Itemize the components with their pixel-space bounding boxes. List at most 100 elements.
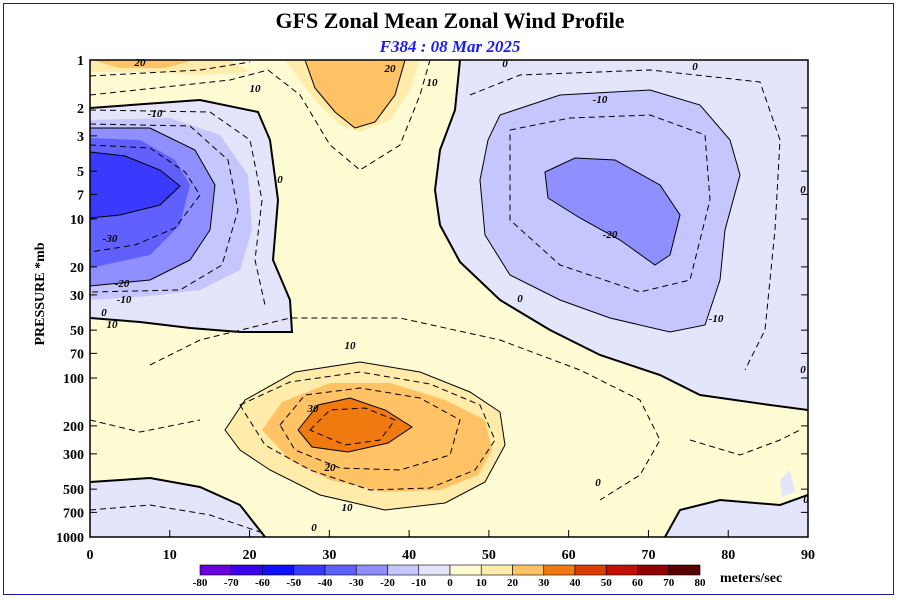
colorbar-tick-label: -50	[286, 577, 301, 589]
colorbar-tick-label: 40	[570, 577, 582, 589]
colorbar-swatch	[512, 564, 545, 576]
x-tick-label: 50	[482, 548, 496, 563]
upper20-line	[304, 60, 406, 129]
x-tick-label: 20	[243, 548, 257, 563]
dash-jet-35	[309, 407, 396, 446]
colorbar-swatch	[324, 564, 357, 576]
x-tick-label: 70	[641, 548, 655, 563]
contour-label: 0	[595, 477, 601, 489]
minus40-sh-line	[90, 151, 181, 219]
field-jet-30	[298, 398, 412, 452]
dash-sh-35	[90, 144, 201, 253]
y-tick-label: 3	[77, 130, 84, 145]
contour-label: -20	[603, 229, 618, 241]
field-ne-minus20	[545, 158, 680, 265]
minus10-ne-line	[479, 89, 741, 333]
colorbar-swatch	[387, 564, 420, 576]
colorbar-swatch	[199, 564, 232, 576]
y-tick-label: 500	[63, 483, 84, 498]
colorbar-tick-label: 0	[447, 577, 453, 589]
colorbar: -80 -70 -60 -50 -40 -30 -20 -10 0 10 20 30 40 50 60 70 8…	[193, 564, 707, 589]
colorbar-tick-label: -70	[224, 577, 239, 589]
colorbar-swatch	[418, 564, 451, 576]
jet30-line	[297, 397, 413, 453]
zero-line-ne	[433, 60, 808, 411]
colorbar-swatch	[637, 564, 670, 576]
colorbar-swatch	[574, 564, 607, 576]
contour-label: 0	[277, 174, 283, 186]
minus20-sh-line	[90, 127, 216, 287]
contour-label: 0	[311, 522, 317, 534]
y-tick-label: 5	[77, 165, 84, 180]
contour-label: 20	[134, 57, 147, 69]
colorbar-tick-label: 50	[601, 577, 613, 589]
dash-lower-5	[90, 419, 201, 433]
contour-label: 0	[502, 58, 508, 70]
x-tick-label: 90	[801, 548, 815, 563]
colorbar-swatch	[293, 564, 326, 576]
y-tick-label: 20	[70, 261, 84, 276]
dashed-contours	[90, 60, 801, 533]
jet10-line	[224, 361, 506, 511]
contour-label: 0	[692, 61, 698, 73]
y-tick-label: 30	[70, 289, 84, 304]
dash-15-ne	[509, 114, 711, 293]
colorbar-tick-label: -60	[255, 577, 270, 589]
colorbar-units-label: meters/sec	[720, 571, 783, 586]
x-tick-label: 30	[322, 548, 336, 563]
y-tick-label: 50	[70, 324, 84, 339]
x-tick-label: 0	[87, 548, 94, 563]
colorbar-swatch	[230, 564, 263, 576]
y-tick-label: 1000	[56, 531, 84, 546]
colorbar-tick-label: -20	[380, 577, 395, 589]
contour-label: 0	[803, 494, 809, 506]
x-tick-label: 60	[562, 548, 576, 563]
colorbar-tick-label: -40	[318, 577, 333, 589]
zero-line-sh	[90, 98, 294, 333]
contour-label: -10	[117, 294, 132, 306]
colorbar-tick-label: -80	[193, 577, 208, 589]
plot-frame	[89, 59, 809, 538]
x-tick-label: 10	[163, 548, 177, 563]
contour-label: 10	[427, 77, 439, 89]
y-tick-label: 7	[77, 188, 84, 203]
y-tick-label: 70	[70, 347, 84, 362]
x-tick-label: 40	[402, 548, 416, 563]
contour-label: 20	[324, 462, 337, 474]
field-sfc-easterlies-left	[90, 478, 265, 537]
colorbar-swatch	[355, 564, 388, 576]
dash-jet-25	[279, 387, 461, 471]
y-tick-label: 100	[63, 372, 84, 387]
colorbar-swatch	[668, 564, 701, 576]
dash-jet-15	[239, 371, 496, 491]
zero-line-sfc-right	[664, 494, 808, 537]
colorbar-tick-label: 60	[632, 577, 644, 589]
colorbar-swatch	[543, 564, 576, 576]
field-top-20	[92, 60, 195, 68]
y-tick-label: 200	[63, 420, 84, 435]
contour-label: -10	[148, 108, 163, 120]
contour-label: 10	[345, 340, 357, 352]
dash-right-5	[689, 429, 801, 456]
contour-label: 30	[307, 403, 320, 415]
contour-label: 10	[342, 502, 354, 514]
chart-subtitle: F384 : 08 Mar 2025	[379, 37, 521, 56]
dash-top-15	[90, 61, 251, 77]
contour-label: 10	[107, 319, 119, 331]
contour-label: -20	[115, 278, 130, 290]
contour-label: -10	[709, 313, 724, 325]
x-tick-label: 80	[721, 548, 735, 563]
field-sfc-island	[780, 470, 795, 497]
minus20-ne-line	[544, 157, 681, 266]
dash-sh-15	[90, 123, 239, 293]
colorbar-tick-label: -10	[411, 577, 426, 589]
colorbar-tick-label: 80	[695, 577, 707, 589]
y-tick-label: 1	[77, 54, 84, 69]
colorbar-swatch	[480, 564, 513, 576]
y-tick-label: 300	[63, 448, 84, 463]
contour-label: 20	[384, 63, 397, 75]
x-axis: 0 10 20 30 40 50 60 70 80 90	[87, 530, 815, 563]
